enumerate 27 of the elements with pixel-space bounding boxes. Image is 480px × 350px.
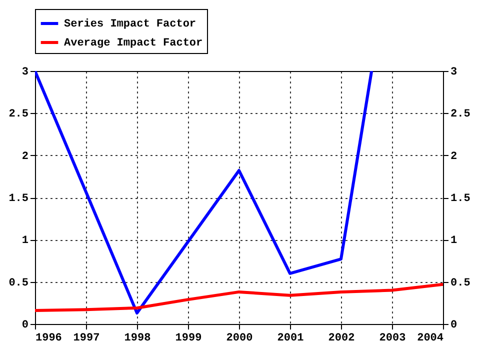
legend-label: Average Impact Factor [64,38,203,50]
x-tick-label: 2001 [277,332,304,344]
line-series [35,282,443,312]
y2-tick-label: 2 [450,150,458,163]
y2-tick-label: 2.5 [450,108,471,121]
y-tick-label: 3 [22,66,29,78]
x-tick-label: 2002 [328,332,355,344]
y-tick-label: 1 [22,235,29,248]
x-tick-label: 1999 [175,332,202,344]
legend-label: Series Impact Factor [64,18,196,30]
x-tick-label: 1996 [36,332,62,344]
x-tick-label: 2004 [417,332,444,344]
y-tick-label: 0 [22,320,28,332]
x-tick-label: 1998 [124,332,152,344]
y2-tick-label: 0.5 [450,277,471,290]
y2-tick-label: 1.5 [450,193,471,205]
y-tick-label: 2.5 [8,108,29,121]
x-tick-label: 2000 [226,332,253,344]
y-tick-label: 0.5 [8,277,29,290]
y2-tick-label: 1 [450,235,458,248]
y-tick-label: 2 [22,150,28,163]
y2-tick-label: 0 [450,320,458,332]
x-tick-label: 2003 [379,332,406,344]
line-series [35,71,374,315]
x-tick-label: 1997 [73,332,100,344]
y-tick-label: 1.5 [8,193,29,205]
y2-tick-label: 3 [450,66,458,78]
